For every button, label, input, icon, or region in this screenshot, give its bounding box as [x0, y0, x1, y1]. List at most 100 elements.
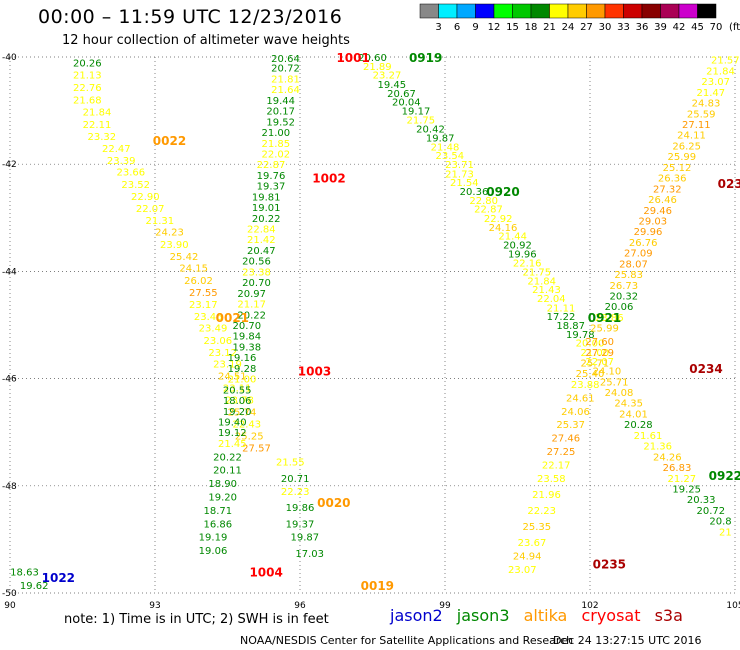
swh-value: 26.02 [184, 276, 213, 287]
swh-value: 20.28 [624, 420, 653, 431]
swh-value: 20.36 [460, 187, 489, 198]
swh-value: 20.55 [223, 385, 252, 396]
scale-label: 3 [435, 22, 441, 33]
swh-value: 21.96 [532, 490, 561, 501]
pass-label: 0921 [588, 311, 621, 325]
swh-value: 26.25 [672, 141, 701, 152]
swh-value: 23.39 [107, 156, 136, 167]
swh-value: 23.32 [88, 132, 117, 143]
credit-line: NOAA/NESDIS Center for Satellite Applica… [240, 634, 574, 647]
swh-value: 21.73 [445, 169, 474, 180]
swh-value: 24.26 [653, 452, 682, 463]
swh-value: 21.00 [262, 128, 291, 139]
swh-value: 20.8 [709, 517, 731, 528]
swh-value: 27.11 [682, 120, 711, 131]
pass-label: 1004 [249, 566, 282, 580]
swh-value: 20.00 [576, 339, 605, 350]
pass-label: 1002 [312, 172, 345, 186]
scale-swatch [697, 3, 717, 19]
swh-value: 20.71 [281, 474, 310, 485]
legend-altika: altika [523, 606, 568, 625]
x-tick-label: 93 [149, 601, 160, 611]
swh-value: 25.99 [668, 152, 697, 163]
swh-value: 19.52 [266, 117, 295, 128]
scale-label: 9 [472, 22, 478, 33]
legend-jason2: jason2 [390, 606, 443, 625]
swh-value: 20.92 [503, 241, 532, 252]
pass-label: 0235 [593, 558, 626, 572]
swh-value: 21.54 [450, 178, 479, 189]
pass-label: 023 [718, 177, 740, 191]
swh-value: 20.22 [252, 214, 281, 225]
y-tick-label: -42 [2, 160, 17, 170]
swh-value: 27.46 [552, 434, 581, 445]
swh-value: 19.37 [286, 519, 315, 530]
swh-value: 27.25 [547, 447, 576, 458]
swh-value: 18.71 [204, 506, 233, 517]
swh-value: 19.28 [228, 364, 257, 375]
swh-value: 21.89 [363, 62, 392, 73]
swh-value: 22.43 [233, 420, 262, 431]
swh-value: 24.16 [489, 223, 518, 234]
x-tick-label: 102 [581, 601, 598, 611]
swh-value: 21.42 [247, 235, 276, 246]
swh-value: 24.08 [605, 388, 634, 399]
swh-value: 21.27 [668, 474, 697, 485]
swh-value: 23.27 [373, 71, 402, 82]
y-tick-label: -40 [2, 53, 17, 63]
swh-value: 23.66 [117, 168, 146, 179]
swh-value: 19.96 [508, 250, 537, 261]
swh-value: 21.31 [146, 216, 175, 227]
swh-value: 26.83 [663, 463, 692, 474]
swh-value: 24.94 [513, 551, 542, 562]
swh-value: 25.42 [170, 252, 199, 263]
swh-value: 21.36 [643, 442, 672, 453]
swh-value: 19.44 [266, 96, 295, 107]
x-tick-label: 96 [294, 601, 306, 611]
swh-value: 27.57 [242, 444, 271, 455]
scale-label: 70 [710, 22, 723, 33]
y-tick-label: -48 [2, 482, 17, 492]
scale-label: 12 [488, 22, 501, 33]
swh-value: 21.84 [83, 108, 112, 119]
swh-value: 20.33 [687, 495, 716, 506]
swh-value: 21.85 [262, 139, 291, 150]
swh-value: 21.00 [228, 375, 257, 386]
scale-label: 18 [525, 22, 538, 33]
scale-label: 42 [673, 22, 686, 33]
swh-value: 20.26 [73, 58, 102, 69]
swh-value: 20.42 [416, 124, 445, 135]
swh-value: 25.35 [523, 522, 552, 533]
swh-value: 24.61 [566, 393, 595, 404]
swh-value: 20.22 [213, 452, 242, 463]
scale-label: 33 [617, 22, 630, 33]
swh-value: 23.06 [204, 336, 233, 347]
legend-jason3: jason3 [456, 606, 510, 625]
swh-value: 23.46 [194, 312, 223, 323]
swh-value: 19.25 [672, 484, 701, 495]
y-tick-label: -46 [2, 375, 17, 385]
swh-value: 22.84 [247, 225, 276, 236]
swh-value: 20.47 [247, 246, 276, 257]
swh-value: 22.87 [474, 205, 503, 216]
pass-label: 0919 [409, 51, 442, 65]
y-tick-label: -44 [2, 267, 17, 277]
swh-value: 29.46 [643, 206, 672, 217]
swh-value: 25.74 [228, 407, 257, 418]
swh-value: 21.43 [532, 285, 561, 296]
swh-value: 22.16 [513, 258, 542, 269]
swh-value: 24.51 [218, 371, 247, 382]
swh-value: 21.75 [523, 267, 552, 278]
swh-value: 18.90 [208, 479, 237, 490]
pass-label: 1001 [336, 51, 369, 65]
swh-value: 21.45 [218, 439, 247, 450]
swh-value: 19.01 [252, 203, 281, 214]
swh-value: 28.07 [619, 259, 648, 270]
swh-value: 22.02 [262, 149, 291, 160]
swh-value: 25.25 [235, 431, 264, 442]
swh-value: 19.38 [233, 342, 262, 353]
scale-label: 24 [562, 22, 575, 33]
swh-value: 23.17 [189, 300, 218, 311]
swh-value: 20.70 [242, 278, 271, 289]
swh-value: 24.23 [155, 228, 184, 239]
